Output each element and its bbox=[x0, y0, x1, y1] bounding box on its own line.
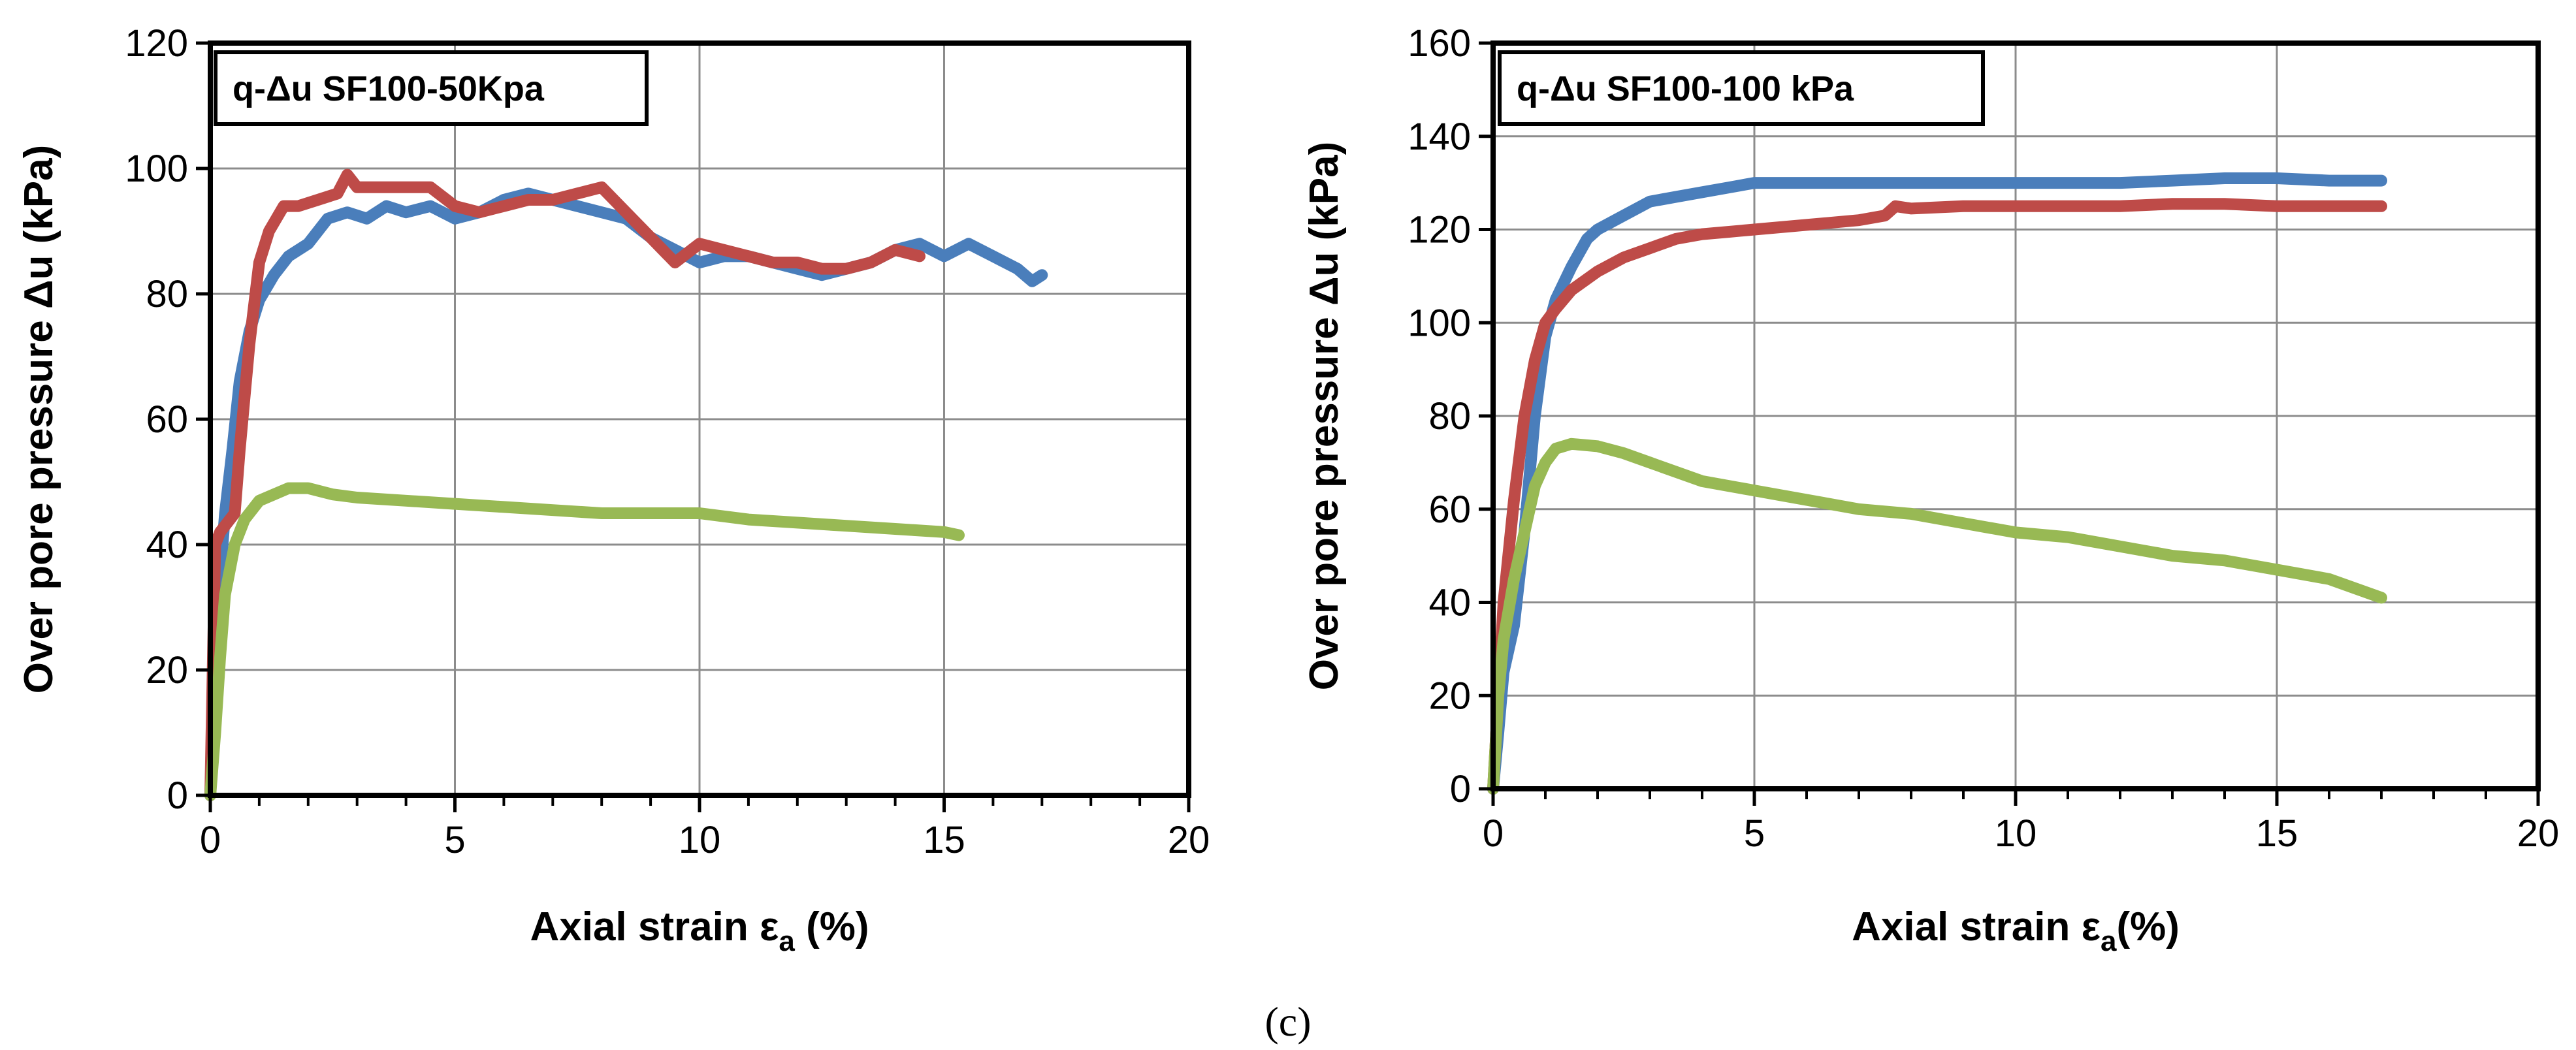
y-tick-label: 0 bbox=[167, 774, 188, 817]
x-tick-label: 5 bbox=[1744, 812, 1765, 855]
y-axis-title: Over pore pressure Δu (kPa) bbox=[1302, 142, 1347, 691]
series-line-blue bbox=[1487, 172, 2387, 795]
x-tick-label: 0 bbox=[1483, 812, 1504, 855]
chart-title: q-Δu SF100-100 kPa bbox=[1517, 69, 1854, 108]
y-tick-label: 100 bbox=[125, 148, 188, 190]
y-tick-label: 80 bbox=[1428, 395, 1471, 438]
y-tick-label: 40 bbox=[1428, 582, 1471, 624]
y-tick-label: 20 bbox=[146, 649, 188, 692]
chart-title: q-Δu SF100-50Kpa bbox=[233, 69, 545, 108]
x-tick-label: 20 bbox=[2517, 812, 2560, 855]
y-tick-label: 100 bbox=[1408, 302, 1471, 344]
series-line-red bbox=[1487, 198, 2387, 795]
x-tick-label: 10 bbox=[1995, 812, 2037, 855]
y-tick-label: 120 bbox=[125, 22, 188, 65]
y-tick-label: 160 bbox=[1408, 22, 1471, 65]
y-tick-label: 20 bbox=[1428, 675, 1471, 717]
x-tick-label: 15 bbox=[2256, 812, 2298, 855]
series-line-green bbox=[1487, 438, 2387, 795]
x-tick-label: 15 bbox=[923, 819, 965, 861]
x-tick-label: 20 bbox=[1168, 819, 1210, 861]
y-axis-title: Over pore pressure Δu (kPa) bbox=[16, 145, 61, 694]
x-tick-label: 0 bbox=[200, 819, 221, 861]
x-axis-title: Axial strain εa(%) bbox=[1852, 904, 2180, 957]
y-tick-label: 40 bbox=[146, 524, 188, 566]
series-line-red bbox=[204, 168, 926, 801]
y-tick-label: 140 bbox=[1408, 116, 1471, 158]
chart-title-box bbox=[214, 50, 649, 126]
x-axis-title-subscript: a bbox=[2101, 925, 2117, 957]
y-tick-label: 60 bbox=[1428, 488, 1471, 531]
y-tick-label: 120 bbox=[1408, 209, 1471, 251]
x-tick-label: 5 bbox=[444, 819, 465, 861]
x-axis-title-unit: (%) bbox=[2116, 904, 2179, 949]
y-tick-label: 60 bbox=[146, 398, 188, 441]
y-tick-label: 80 bbox=[146, 273, 188, 315]
x-axis-title-main: Axial strain ε bbox=[1852, 904, 2101, 949]
x-axis-title-main: Axial strain ε bbox=[530, 904, 779, 949]
x-tick-label: 10 bbox=[679, 819, 721, 861]
series-line-green bbox=[204, 482, 965, 801]
x-axis-title: Axial strain εa (%) bbox=[530, 904, 869, 957]
y-tick-label: 0 bbox=[1450, 768, 1471, 810]
chart-left: 0 5 10 15 20 0 20 40 60 80 100 120 Axial strain εa (… bbox=[16, 22, 1210, 957]
x-axis-title-unit: (%) bbox=[795, 904, 869, 949]
x-axis-title-subscript: a bbox=[779, 925, 795, 957]
chart-title-box bbox=[1498, 50, 1985, 126]
figure-caption: (c) bbox=[1264, 998, 1311, 1045]
chart-right: 0 5 10 15 20 0 20 40 60 80 100 120 140 160 Axial strai… bbox=[1302, 22, 2559, 957]
